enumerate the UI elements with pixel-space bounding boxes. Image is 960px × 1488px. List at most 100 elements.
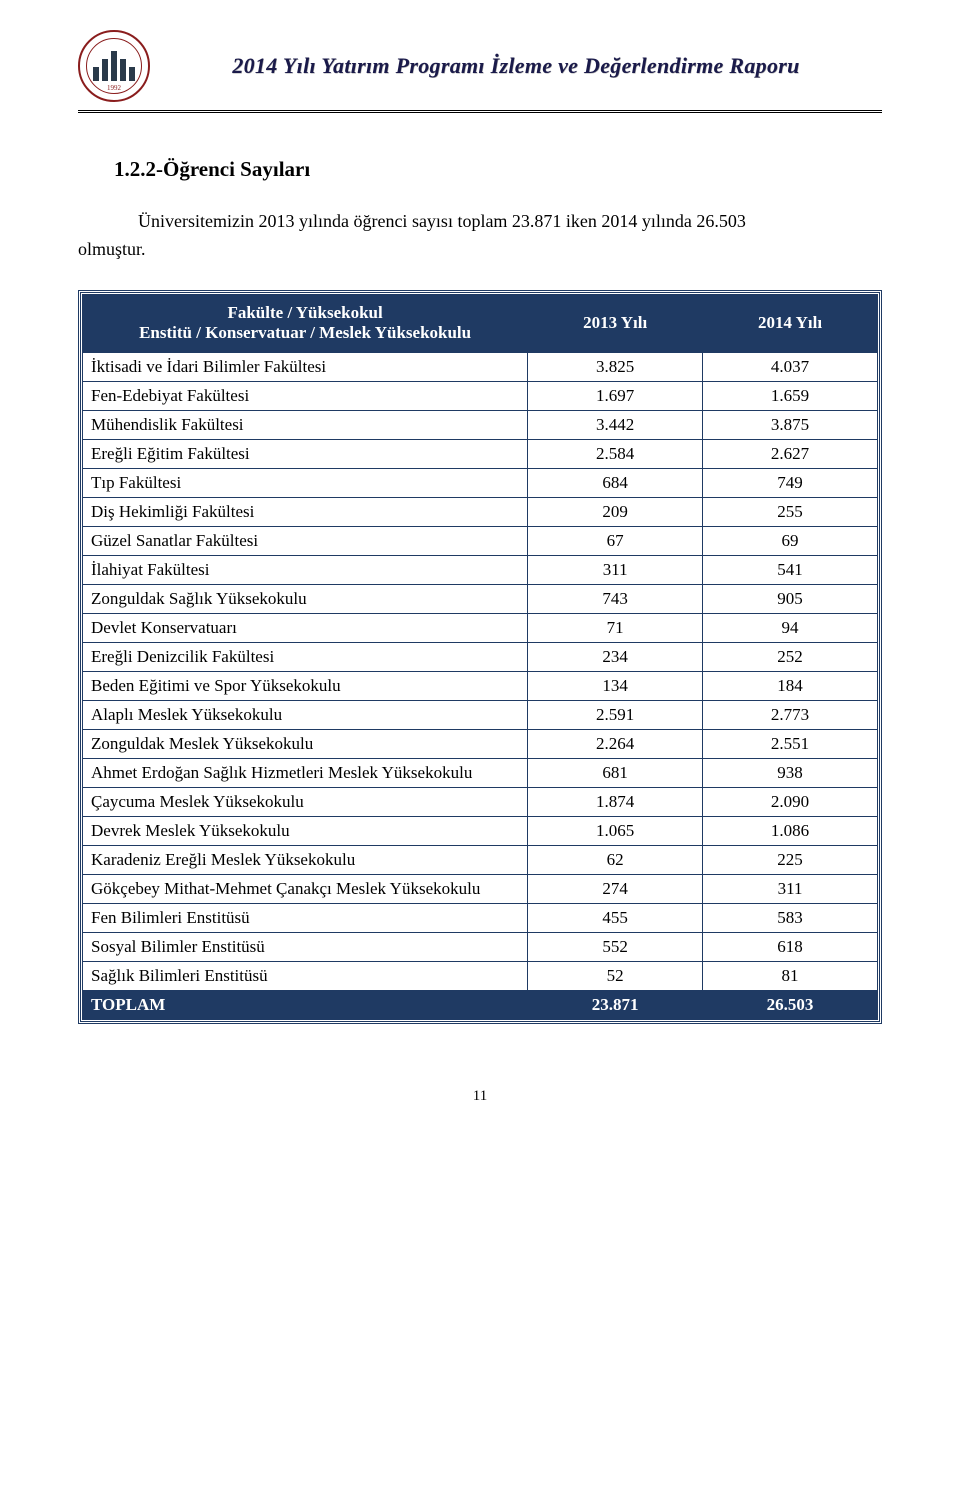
cell-2014: 311 bbox=[703, 874, 878, 903]
col-header-2014: 2014 Yılı bbox=[703, 294, 878, 352]
cell-2013: 3.442 bbox=[528, 410, 703, 439]
cell-faculty-name: Karadeniz Ereğli Meslek Yüksekokulu bbox=[83, 845, 528, 874]
cell-2014: 2.627 bbox=[703, 439, 878, 468]
table-row: Ereğli Denizcilik Fakültesi234252 bbox=[83, 642, 878, 671]
total-2014: 26.503 bbox=[703, 990, 878, 1019]
table-row: Zonguldak Meslek Yüksekokulu2.2642.551 bbox=[83, 729, 878, 758]
report-title: 2014 Yılı Yatırım Programı İzleme ve Değ… bbox=[150, 53, 882, 79]
cell-2013: 274 bbox=[528, 874, 703, 903]
cell-faculty-name: Ereğli Denizcilik Fakültesi bbox=[83, 642, 528, 671]
cell-faculty-name: Tıp Fakültesi bbox=[83, 468, 528, 497]
cell-2013: 134 bbox=[528, 671, 703, 700]
table-row: İlahiyat Fakültesi311541 bbox=[83, 555, 878, 584]
cell-faculty-name: Devlet Konservatuarı bbox=[83, 613, 528, 642]
cell-2013: 234 bbox=[528, 642, 703, 671]
table-row: Fen-Edebiyat Fakültesi1.6971.659 bbox=[83, 381, 878, 410]
cell-faculty-name: Devrek Meslek Yüksekokulu bbox=[83, 816, 528, 845]
table-row: Alaplı Meslek Yüksekokulu2.5912.773 bbox=[83, 700, 878, 729]
cell-2013: 1.874 bbox=[528, 787, 703, 816]
table-row: Ereğli Eğitim Fakültesi2.5842.627 bbox=[83, 439, 878, 468]
table-row: Güzel Sanatlar Fakültesi6769 bbox=[83, 526, 878, 555]
cell-faculty-name: Beden Eğitimi ve Spor Yüksekokulu bbox=[83, 671, 528, 700]
cell-2014: 3.875 bbox=[703, 410, 878, 439]
col-header-faculty: Fakülte / Yüksekokul Enstitü / Konservat… bbox=[83, 294, 528, 352]
cell-2014: 255 bbox=[703, 497, 878, 526]
student-counts-table: Fakülte / Yüksekokul Enstitü / Konservat… bbox=[82, 294, 878, 1020]
cell-2013: 311 bbox=[528, 555, 703, 584]
section-title: 1.2.2-Öğrenci Sayıları bbox=[114, 157, 882, 182]
cell-2014: 905 bbox=[703, 584, 878, 613]
table-row: Fen Bilimleri Enstitüsü455583 bbox=[83, 903, 878, 932]
table-row: İktisadi ve İdari Bilimler Fakültesi3.82… bbox=[83, 352, 878, 381]
cell-2014: 1.086 bbox=[703, 816, 878, 845]
table-row: Sosyal Bilimler Enstitüsü552618 bbox=[83, 932, 878, 961]
cell-faculty-name: Çaycuma Meslek Yüksekokulu bbox=[83, 787, 528, 816]
cell-2013: 743 bbox=[528, 584, 703, 613]
cell-2014: 1.659 bbox=[703, 381, 878, 410]
section-intro: Üniversitemizin 2013 yılında öğrenci say… bbox=[78, 208, 882, 264]
student-counts-table-wrap: Fakülte / Yüksekokul Enstitü / Konservat… bbox=[78, 290, 882, 1024]
header-divider bbox=[78, 110, 882, 113]
logo-year: 1992 bbox=[78, 84, 150, 92]
col-header-faculty-line1: Fakülte / Yüksekokul bbox=[91, 303, 519, 323]
cell-faculty-name: Ereğli Eğitim Fakültesi bbox=[83, 439, 528, 468]
cell-2014: 2.090 bbox=[703, 787, 878, 816]
table-row: Tıp Fakültesi684749 bbox=[83, 468, 878, 497]
cell-2013: 455 bbox=[528, 903, 703, 932]
cell-2013: 2.591 bbox=[528, 700, 703, 729]
table-total-row: TOPLAM23.87126.503 bbox=[83, 990, 878, 1019]
table-row: Gökçebey Mithat-Mehmet Çanakçı Meslek Yü… bbox=[83, 874, 878, 903]
cell-faculty-name: Fen Bilimleri Enstitüsü bbox=[83, 903, 528, 932]
table-row: Mühendislik Fakültesi3.4423.875 bbox=[83, 410, 878, 439]
cell-faculty-name: Güzel Sanatlar Fakültesi bbox=[83, 526, 528, 555]
cell-2014: 541 bbox=[703, 555, 878, 584]
cell-2013: 1.065 bbox=[528, 816, 703, 845]
cell-2013: 681 bbox=[528, 758, 703, 787]
cell-faculty-name: İlahiyat Fakültesi bbox=[83, 555, 528, 584]
table-row: Devlet Konservatuarı7194 bbox=[83, 613, 878, 642]
table-row: Beden Eğitimi ve Spor Yüksekokulu134184 bbox=[83, 671, 878, 700]
cell-faculty-name: Sosyal Bilimler Enstitüsü bbox=[83, 932, 528, 961]
cell-faculty-name: Fen-Edebiyat Fakültesi bbox=[83, 381, 528, 410]
cell-2013: 2.264 bbox=[528, 729, 703, 758]
cell-2013: 71 bbox=[528, 613, 703, 642]
cell-2013: 52 bbox=[528, 961, 703, 990]
cell-faculty-name: Alaplı Meslek Yüksekokulu bbox=[83, 700, 528, 729]
table-header-row: Fakülte / Yüksekokul Enstitü / Konservat… bbox=[83, 294, 878, 352]
report-header: 1992 2014 Yılı Yatırım Programı İzleme v… bbox=[78, 30, 882, 102]
cell-faculty-name: Gökçebey Mithat-Mehmet Çanakçı Meslek Yü… bbox=[83, 874, 528, 903]
total-2013: 23.871 bbox=[528, 990, 703, 1019]
cell-2013: 552 bbox=[528, 932, 703, 961]
table-row: Çaycuma Meslek Yüksekokulu1.8742.090 bbox=[83, 787, 878, 816]
cell-faculty-name: Ahmet Erdoğan Sağlık Hizmetleri Meslek Y… bbox=[83, 758, 528, 787]
cell-faculty-name: Sağlık Bilimleri Enstitüsü bbox=[83, 961, 528, 990]
intro-line-1: Üniversitemizin 2013 yılında öğrenci say… bbox=[78, 208, 882, 236]
table-row: Devrek Meslek Yüksekokulu1.0651.086 bbox=[83, 816, 878, 845]
cell-2014: 2.773 bbox=[703, 700, 878, 729]
cell-faculty-name: Mühendislik Fakültesi bbox=[83, 410, 528, 439]
cell-faculty-name: İktisadi ve İdari Bilimler Fakültesi bbox=[83, 352, 528, 381]
cell-2014: 618 bbox=[703, 932, 878, 961]
cell-2013: 2.584 bbox=[528, 439, 703, 468]
cell-2014: 94 bbox=[703, 613, 878, 642]
cell-faculty-name: Diş Hekimliği Fakültesi bbox=[83, 497, 528, 526]
cell-faculty-name: Zonguldak Meslek Yüksekokulu bbox=[83, 729, 528, 758]
university-logo: 1992 bbox=[78, 30, 150, 102]
col-header-2013: 2013 Yılı bbox=[528, 294, 703, 352]
cell-2013: 1.697 bbox=[528, 381, 703, 410]
cell-2014: 81 bbox=[703, 961, 878, 990]
cell-2014: 4.037 bbox=[703, 352, 878, 381]
cell-2013: 67 bbox=[528, 526, 703, 555]
cell-2014: 252 bbox=[703, 642, 878, 671]
cell-2014: 583 bbox=[703, 903, 878, 932]
cell-2014: 938 bbox=[703, 758, 878, 787]
intro-line-2: olmuştur. bbox=[78, 239, 146, 259]
cell-2013: 684 bbox=[528, 468, 703, 497]
col-header-faculty-line2: Enstitü / Konservatuar / Meslek Yüksekok… bbox=[91, 323, 519, 343]
total-label: TOPLAM bbox=[83, 990, 528, 1019]
cell-2014: 69 bbox=[703, 526, 878, 555]
table-row: Sağlık Bilimleri Enstitüsü5281 bbox=[83, 961, 878, 990]
page-number: 11 bbox=[78, 1088, 882, 1105]
cell-faculty-name: Zonguldak Sağlık Yüksekokulu bbox=[83, 584, 528, 613]
table-row: Diş Hekimliği Fakültesi209255 bbox=[83, 497, 878, 526]
